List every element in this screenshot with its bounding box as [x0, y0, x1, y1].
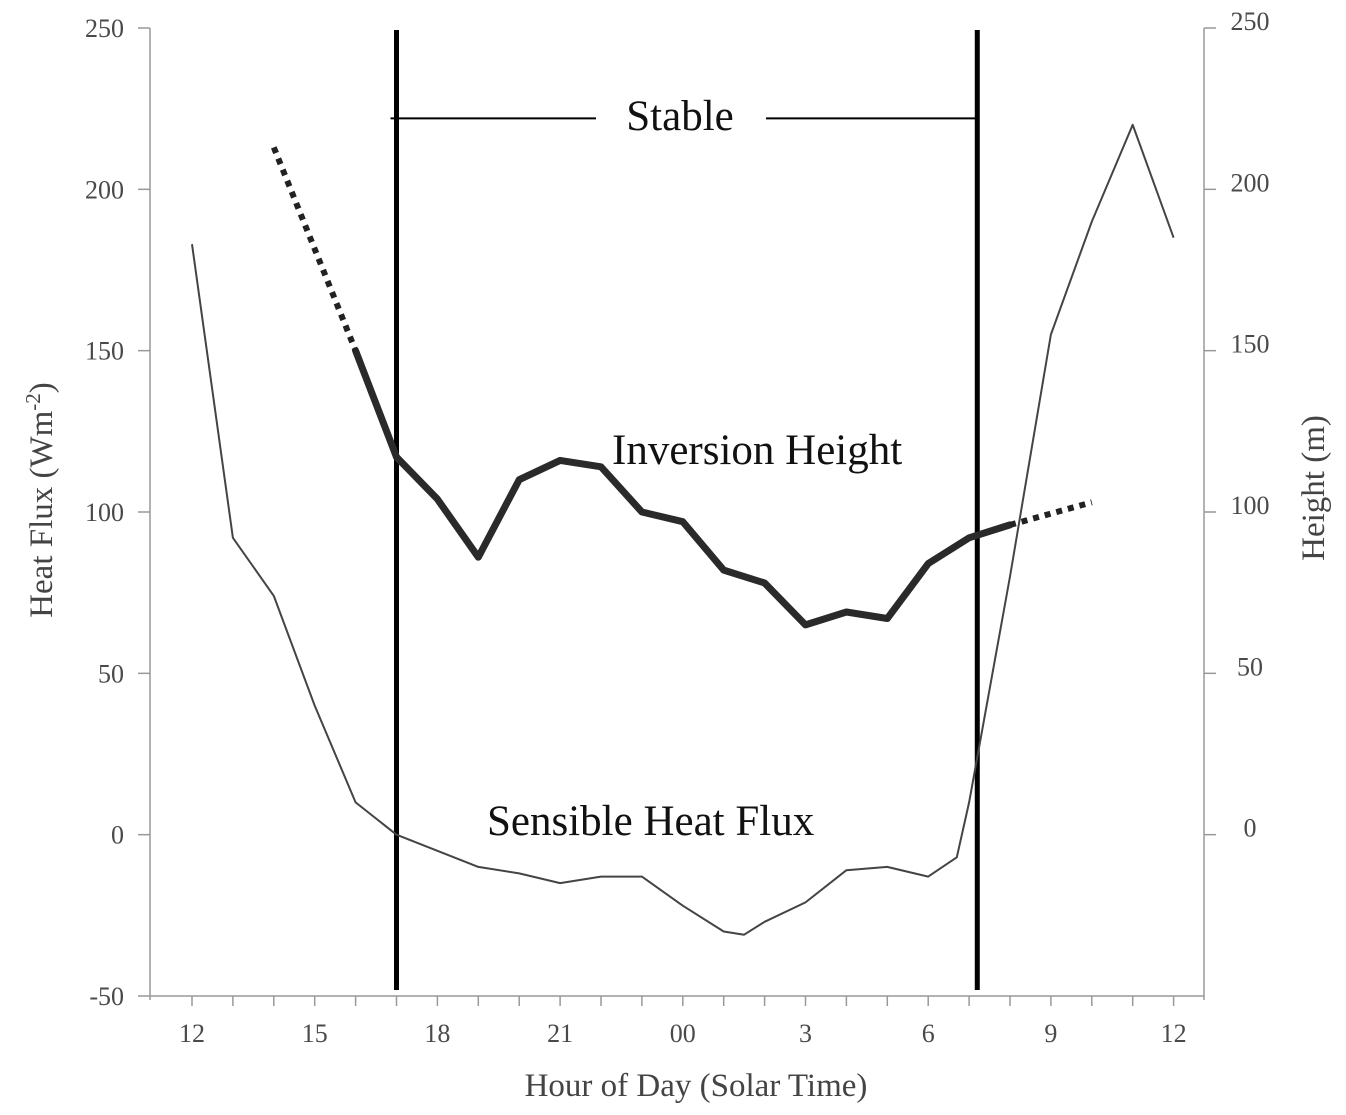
y-left-tick-label: 200: [85, 175, 124, 204]
y-left-tick-label: -50: [89, 982, 124, 1011]
x-tick-label: 00: [670, 1019, 696, 1048]
y-axis-right-title: Height (m): [1296, 415, 1332, 561]
x-tick-label: 12: [179, 1019, 205, 1048]
y-right-tick-label: 100: [1231, 491, 1270, 520]
y-right-tick-label: 150: [1231, 330, 1270, 359]
y-left-tick-label: 150: [85, 337, 124, 366]
x-tick-label: 9: [1044, 1019, 1057, 1048]
axis-tick-labels: 12 15 18 21 00 3 6 9 12 -50 0 50 100 150 200 250 0 50 100 1…: [85, 7, 1270, 1048]
y-axis-left-title: Heat Flux (Wm-2): [21, 382, 60, 618]
y-left-tick-label: 50: [98, 659, 124, 688]
inversion-height-line: [352, 347, 1014, 629]
y-axis-left-title-end: ): [24, 382, 60, 393]
y-left-tick-label: 0: [111, 821, 124, 850]
axis-ticks: [138, 27, 1216, 1006]
y-axis-left-title-main: Heat Flux (Wm: [24, 410, 60, 617]
x-axis-title: Hour of Day (Solar Time): [525, 1068, 868, 1104]
x-tick-label: 3: [799, 1019, 812, 1048]
y-axis-left-title-sup: -2: [21, 393, 45, 411]
y-right-tick-label: 250: [1231, 7, 1270, 36]
y-right-tick-label: 0: [1244, 814, 1257, 843]
x-tick-label: 6: [922, 1019, 935, 1048]
x-tick-label: 12: [1161, 1019, 1187, 1048]
y-right-tick-label: 50: [1237, 652, 1263, 681]
y-right-tick-label: 200: [1231, 168, 1270, 197]
sensible-heat-flux-label: Sensible Heat Flux: [487, 798, 814, 845]
y-left-tick-label: 100: [85, 498, 124, 527]
y-left-tick-label: 250: [85, 14, 124, 43]
series-lines: [191, 123, 1175, 936]
x-tick-label: 21: [547, 1019, 573, 1048]
inversion-height-extrapolated-line: [1009, 499, 1093, 528]
stable-period: Stable: [390, 30, 980, 990]
x-tick-label: 15: [302, 1019, 328, 1048]
x-tick-label: 18: [424, 1019, 450, 1048]
stable-label: Stable: [626, 93, 733, 140]
inversion-height-extrapolated-line: [271, 146, 359, 352]
sensible-heat-flux-line: [191, 123, 1175, 936]
inversion-height-label: Inversion Height: [612, 427, 902, 474]
